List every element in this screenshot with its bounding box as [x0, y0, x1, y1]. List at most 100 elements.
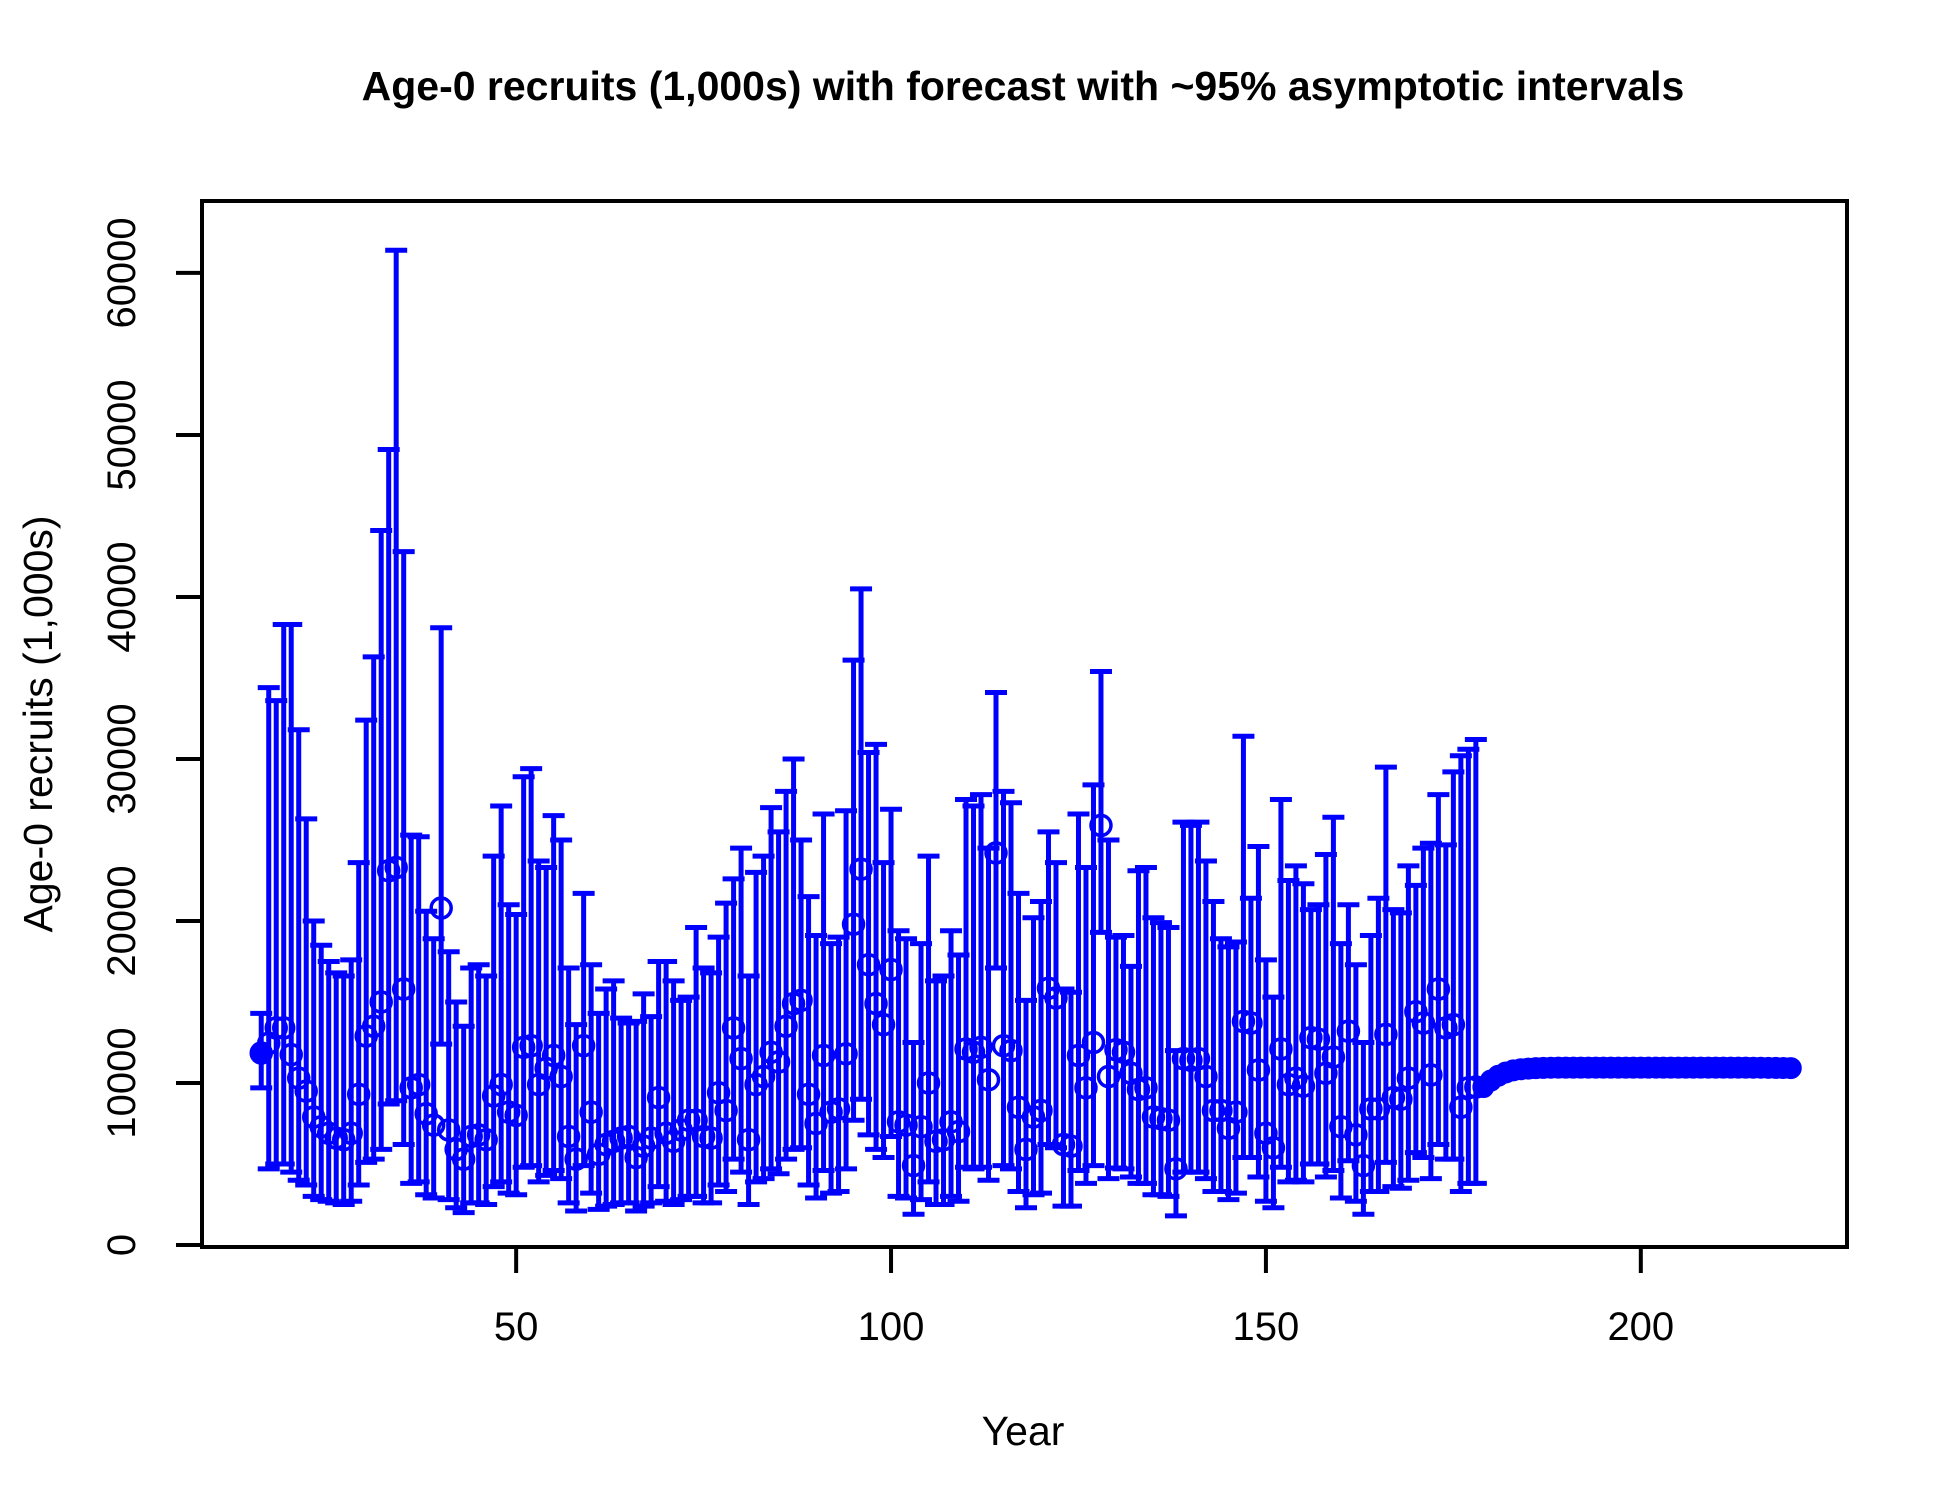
observed-point — [519, 1033, 543, 1058]
observed-point — [1366, 1097, 1391, 1121]
observed-point — [294, 1079, 318, 1103]
observed-point — [699, 1126, 723, 1150]
observed-point — [1239, 1011, 1263, 1035]
observed-point — [639, 1126, 663, 1150]
observed-point — [856, 952, 881, 977]
observed-point — [1089, 813, 1113, 838]
plot-area: 50 100 150 200 0 10000 20000 30000 40000 50000 600… — [100, 199, 1849, 1349]
observed-point — [766, 1050, 791, 1074]
observed-point — [429, 896, 453, 920]
observed-point — [796, 1082, 821, 1107]
observed-point — [789, 988, 813, 1013]
observed-point — [279, 1042, 303, 1067]
x-axis-title: Year — [982, 1408, 1065, 1454]
observed-point — [1261, 1136, 1286, 1160]
x-tick-label: 150 — [1233, 1305, 1300, 1349]
observed-point — [541, 1043, 566, 1068]
observed-point — [1419, 1063, 1443, 1087]
forecast-point — [1779, 1057, 1802, 1080]
y-tick-label: 20000 — [100, 865, 144, 976]
observed-point — [1246, 1058, 1271, 1082]
observed-point — [286, 1066, 311, 1090]
observed-point — [676, 1108, 701, 1133]
observed-point — [646, 1085, 671, 1110]
observed-point — [504, 1103, 528, 1128]
observed-point — [1321, 1045, 1346, 1069]
observed-point — [1291, 1074, 1316, 1098]
observed-point — [406, 1072, 431, 1097]
observed-point — [1426, 977, 1451, 1001]
observed-point — [1344, 1123, 1368, 1147]
chart-title: Age-0 recruits (1,000s) with forecast wi… — [362, 63, 1685, 109]
y-tick-label: 0 — [100, 1234, 144, 1256]
observed-point — [556, 1124, 581, 1149]
observed-point — [549, 1064, 573, 1089]
observed-point — [264, 1016, 288, 1040]
observed-point — [999, 1038, 1023, 1063]
observed-point — [1156, 1108, 1181, 1133]
observed-point — [361, 1014, 386, 1039]
observed-point — [1066, 1043, 1091, 1068]
y-tick-label: 10000 — [100, 1027, 144, 1138]
observed-point — [271, 1016, 296, 1040]
observed-point — [564, 1147, 588, 1171]
y-axis-title: Age-0 recruits (1,000s) — [15, 515, 61, 932]
observed-point — [369, 990, 393, 1014]
observed-point — [436, 1118, 461, 1142]
observed-point — [1306, 1027, 1331, 1051]
observed-point — [1389, 1087, 1413, 1111]
observed-point — [976, 1067, 1001, 1092]
observed-point — [714, 1098, 738, 1123]
observed-point — [1351, 1153, 1376, 1178]
observed-point — [736, 1127, 761, 1152]
observed-point — [1014, 1137, 1038, 1162]
observed-point — [1134, 1076, 1158, 1100]
x-tick-label: 200 — [1607, 1305, 1674, 1349]
observed-point — [1194, 1064, 1218, 1089]
observed-point — [729, 1046, 753, 1071]
observed-point — [421, 1113, 446, 1137]
observed-point — [826, 1097, 851, 1121]
observed-point — [864, 991, 888, 1016]
observed-point — [384, 855, 408, 880]
observed-point — [1336, 1019, 1361, 1043]
observed-point — [1411, 1011, 1436, 1035]
observed-point — [1096, 1064, 1121, 1089]
observed-point — [1441, 1012, 1466, 1037]
observed-point — [451, 1147, 476, 1171]
observed-point — [984, 841, 1008, 865]
observed-point — [871, 1012, 896, 1037]
observed-point — [1396, 1066, 1421, 1090]
observed-point — [346, 1082, 371, 1107]
observed-point — [751, 1064, 776, 1089]
x-tick-label: 100 — [858, 1305, 925, 1349]
observed-point — [834, 1042, 858, 1066]
observed-point — [909, 1114, 933, 1139]
observed-point — [1374, 1022, 1398, 1047]
observed-point — [774, 1014, 798, 1039]
plot-border — [200, 199, 1849, 1249]
observed-point — [916, 1071, 941, 1095]
observed-point — [571, 1033, 596, 1058]
observed-point — [1269, 1037, 1293, 1061]
observed-point — [946, 1119, 971, 1144]
observed-point — [969, 1035, 993, 1060]
observed-point — [1074, 1076, 1098, 1100]
observed-point — [579, 1100, 603, 1124]
observed-point — [1164, 1157, 1188, 1181]
observed-point — [1449, 1095, 1473, 1120]
observed-point — [1029, 1098, 1053, 1123]
observed-point — [811, 1043, 836, 1068]
observed-point — [721, 1016, 746, 1040]
observed-point — [901, 1153, 926, 1178]
observed-point — [841, 912, 866, 936]
observed-point — [894, 1113, 918, 1137]
x-tick-label: 50 — [494, 1305, 539, 1349]
observed-point — [474, 1127, 498, 1152]
observed-point — [1201, 1098, 1226, 1123]
observed-point — [391, 977, 416, 1001]
observed-point — [339, 1121, 363, 1145]
